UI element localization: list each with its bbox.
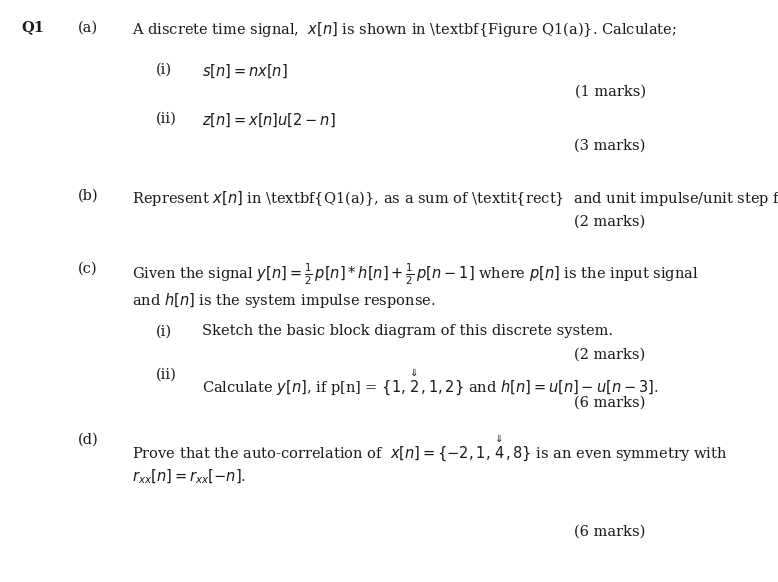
Text: $z[n]=x[n]u[2-n]$: $z[n]=x[n]u[2-n]$ [202, 112, 336, 129]
Text: (6 marks): (6 marks) [574, 525, 646, 539]
Text: (c): (c) [78, 262, 97, 276]
Text: (ii): (ii) [156, 112, 177, 126]
Text: (a): (a) [78, 20, 98, 34]
Text: Sketch the basic block diagram of this discrete system.: Sketch the basic block diagram of this d… [202, 324, 613, 338]
Text: (i): (i) [156, 324, 172, 338]
Text: Prove that the auto-correlation of  $x[n]=\{-2,1,\overset{\Downarrow}{4},8\}$ is: Prove that the auto-correlation of $x[n]… [132, 433, 727, 463]
Text: Represent $x[n]$ in \textbf{Q1(a)}, as a sum of \textit{rect}  and unit impulse/: Represent $x[n]$ in \textbf{Q1(a)}, as a… [132, 189, 778, 208]
Text: Given the signal $y[n] = \frac{1}{2}\,p[n] * h[n] + \frac{1}{2}\,p[n-1]$ where $: Given the signal $y[n] = \frac{1}{2}\,p[… [132, 262, 699, 288]
Text: (2 marks): (2 marks) [574, 214, 646, 228]
Text: (2 marks): (2 marks) [574, 348, 646, 362]
Text: (6 marks): (6 marks) [574, 396, 646, 410]
Text: $r_{xx}[n]=r_{xx}[-n]$.: $r_{xx}[n]=r_{xx}[-n]$. [132, 468, 247, 487]
Text: $s[n] = nx[n]$: $s[n] = nx[n]$ [202, 62, 288, 80]
Text: (ii): (ii) [156, 368, 177, 382]
Text: and $h[n]$ is the system impulse response.: and $h[n]$ is the system impulse respons… [132, 291, 436, 310]
Text: (d): (d) [78, 433, 99, 447]
Text: Calculate $y[n]$, if p[n] = $\{1, \overset{\Downarrow}{2}, 1, 2\}$ and $h[n]=u[n: Calculate $y[n]$, if p[n] = $\{1, \overs… [202, 368, 659, 398]
Text: (b): (b) [78, 189, 99, 203]
Text: (i): (i) [156, 62, 172, 76]
Text: (1 marks): (1 marks) [575, 84, 646, 98]
Text: A discrete time signal,  $x[n]$ is shown in \textbf{Figure Q1(a)}. Calculate;: A discrete time signal, $x[n]$ is shown … [132, 20, 677, 40]
Text: (3 marks): (3 marks) [574, 139, 646, 152]
Text: Q1: Q1 [22, 20, 45, 34]
